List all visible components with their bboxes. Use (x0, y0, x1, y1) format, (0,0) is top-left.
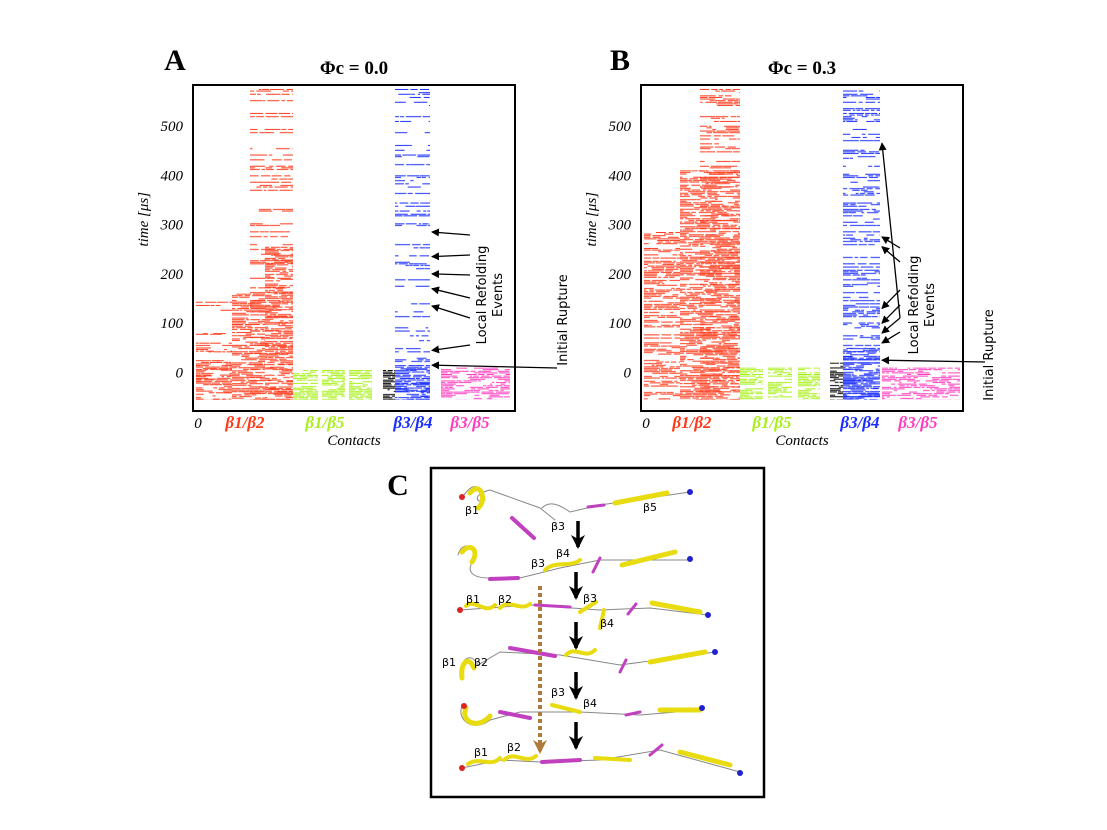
beta-label: β1 (442, 656, 456, 669)
beta-label: β3 (531, 557, 545, 570)
x-category-label: β1/β5 (751, 413, 792, 432)
x-category-label: 0 (642, 416, 650, 432)
contact-map: Φc = 0.3 0 100 200 300 400 500 time [μs] 0 β1/β2 β… (584, 58, 997, 449)
annotation-text: Initial Rupture (556, 274, 571, 365)
contact-column (843, 88, 880, 400)
contact-column (293, 370, 318, 400)
y-tick-label: 500 (161, 119, 184, 135)
x-category-label: β3/β4 (392, 413, 432, 432)
chart-title: Φc = 0.0 (320, 58, 388, 79)
contact-column (322, 370, 345, 400)
y-tick-label: 300 (160, 218, 184, 234)
beta-label: β4 (600, 617, 614, 630)
beta-label: β3 (583, 592, 597, 605)
annotation-arrow (881, 331, 901, 344)
beta-label: β4 (556, 547, 570, 560)
contact-column (349, 370, 372, 400)
x-category-label: β1/β2 (224, 413, 265, 432)
beta-label: β5 (643, 501, 657, 514)
beta-label: β2 (498, 593, 512, 606)
contact-column (383, 370, 395, 400)
contact-column (644, 231, 680, 400)
annotation-arrow (431, 361, 558, 370)
annotation-text: Local Refolding (907, 256, 922, 355)
annotation-arrow (881, 236, 901, 249)
y-tick-label: 200 (609, 267, 632, 283)
structure-panel: β1 β3 β5 β3 β4 β1 β2 β3 β4 β1 β2 β3 β4 β… (429, 466, 766, 799)
contact-column (250, 88, 293, 400)
y-tick-label: 300 (608, 218, 632, 234)
annotation-text: Initial Rupture (982, 309, 997, 400)
contact-column (395, 88, 430, 400)
x-axis-label: Contacts (775, 433, 828, 449)
panel-frame (429, 466, 766, 799)
annotation-arrow (878, 142, 901, 319)
structures (457, 486, 743, 776)
chart-title: Φc = 0.3 (768, 58, 836, 79)
contact-column (798, 367, 820, 400)
y-tick-label: 100 (609, 316, 632, 332)
panel-label: B (610, 44, 630, 77)
x-category-label: β3/β5 (449, 413, 490, 432)
y-tick-label: 400 (609, 168, 632, 184)
annotation-arrow (431, 270, 471, 279)
y-axis-label: time [μs] (136, 192, 152, 247)
panel-label: A (164, 44, 186, 77)
contact-column (768, 367, 792, 400)
annotation-arrow (881, 246, 901, 263)
annotation-arrow (431, 344, 471, 354)
x-category-label: β3/β4 (839, 413, 879, 432)
annotation-arrow (431, 304, 471, 319)
y-tick-label: 100 (161, 316, 184, 332)
beta-label: β1 (465, 504, 479, 517)
plot-frame (640, 84, 964, 412)
x-category-label: β3/β5 (897, 413, 938, 432)
panel-label: C (387, 469, 409, 502)
contact-column (700, 88, 740, 400)
y-axis-label: time [μs] (584, 192, 600, 247)
annotation-arrow (431, 286, 471, 299)
x-category-label: 0 (194, 416, 202, 432)
y-tick-label: 0 (176, 366, 184, 382)
beta-label: β3 (551, 520, 565, 533)
annotation-arrow (881, 304, 901, 324)
annotation-arrow (431, 252, 471, 261)
x-category-label: β1/β2 (671, 413, 712, 432)
y-tick-label: 500 (609, 119, 632, 135)
beta-label: β2 (474, 656, 488, 669)
structure-labels: β1 β3 β5 β3 β4 β1 β2 β3 β4 β1 β2 β3 β4 β… (442, 501, 657, 759)
annotation-text: Events (923, 283, 938, 327)
contact-column (830, 362, 843, 400)
x-category-label: β1/β5 (304, 413, 345, 432)
x-axis-label: Contacts (327, 433, 380, 449)
beta-label: β1 (474, 746, 488, 759)
annotation-arrow (431, 228, 471, 237)
annotation-arrow (881, 317, 901, 334)
contact-column (882, 367, 960, 400)
beta-label: β1 (466, 593, 480, 606)
beta-label: β4 (583, 697, 597, 710)
annotation-text: Local Refolding (475, 246, 490, 345)
beta-label: β2 (507, 741, 521, 754)
y-tick-label: 0 (624, 366, 632, 382)
plot-frame (192, 84, 516, 412)
contact-column (740, 367, 763, 400)
beta-label: β3 (551, 686, 565, 699)
contact-column (441, 367, 510, 400)
y-tick-label: 400 (161, 168, 184, 184)
y-tick-label: 200 (161, 267, 184, 283)
contact-map: Φc = 0.0 0 100 200 300 400 500 time [μs] 0 β1/β2 β… (136, 58, 571, 449)
annotation-arrow (881, 356, 986, 365)
annotation-text: Events (491, 273, 506, 317)
step-arrows (569, 521, 585, 750)
contact-column (196, 298, 232, 400)
